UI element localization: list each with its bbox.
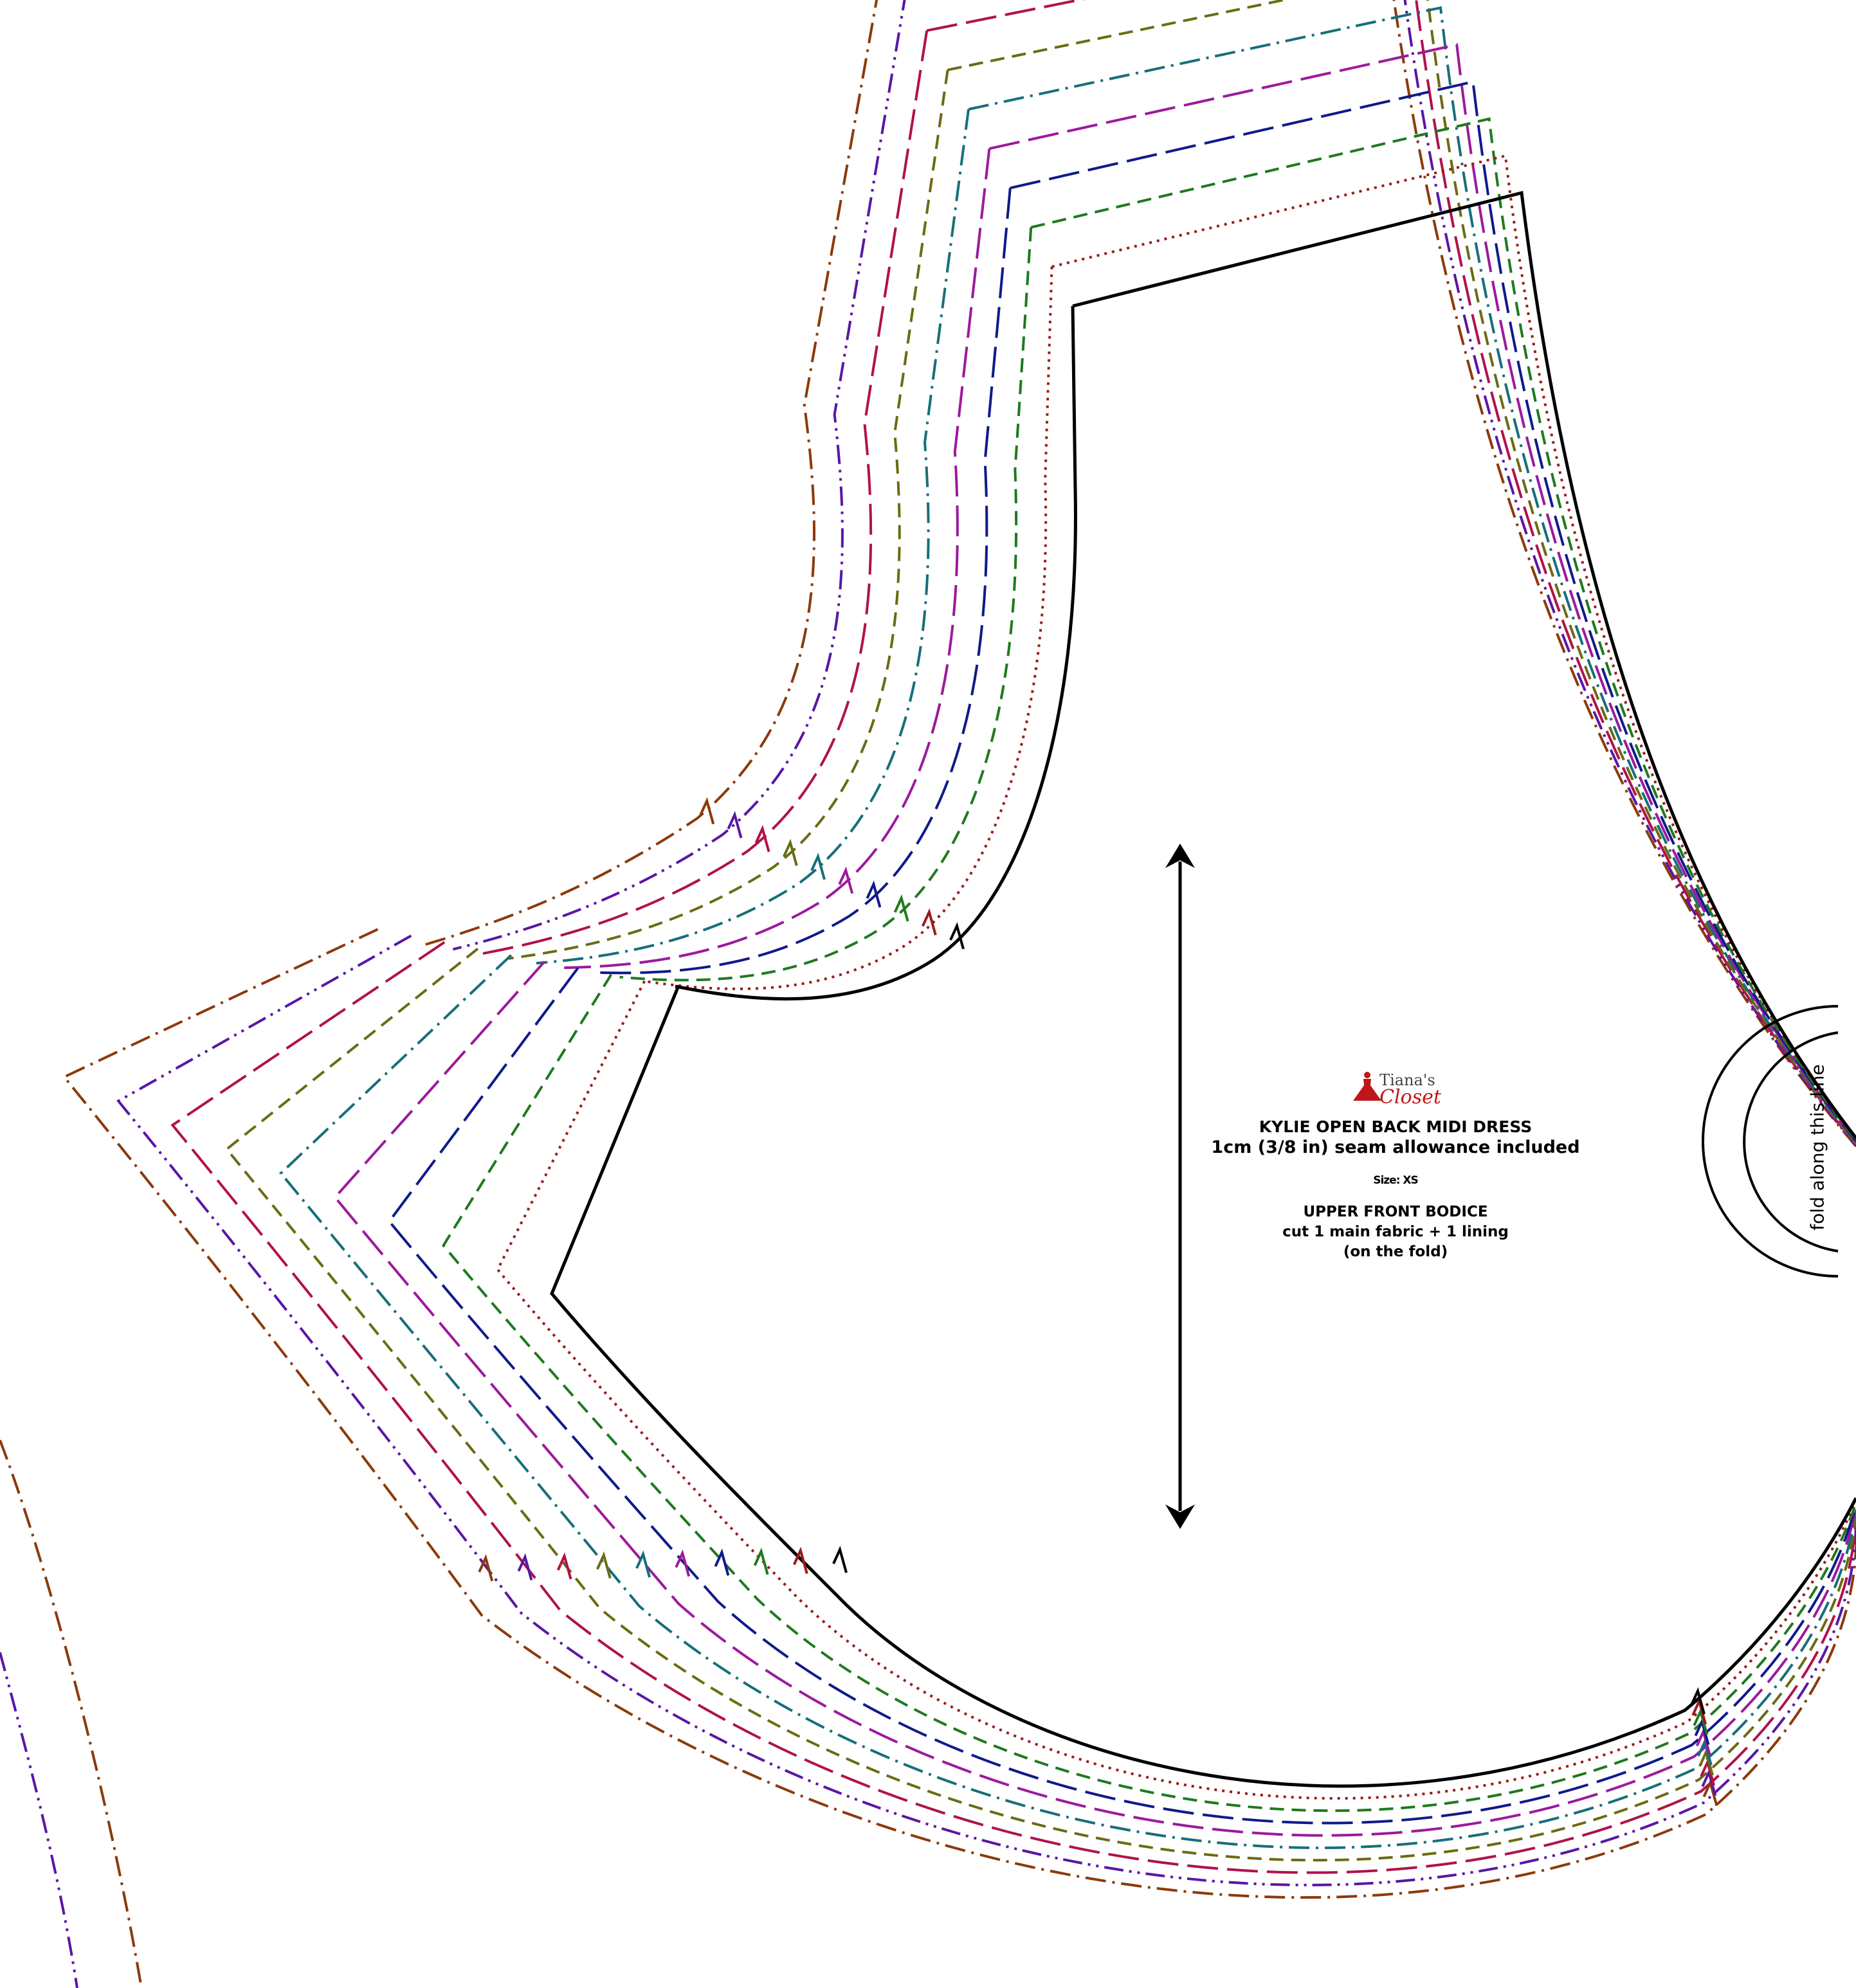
notch-4-0 — [838, 866, 854, 894]
strap-line-1 — [0, 1652, 78, 1988]
notch-5-1 — [635, 1550, 651, 1578]
notch-2-0 — [893, 894, 909, 922]
size-outline-6-part-0 — [947, 0, 1856, 1144]
size-outline-1-part-1 — [647, 266, 1053, 991]
size-outline-8-part-0 — [1403, 0, 1856, 1146]
brand-logo: Tiana's Closet — [1170, 1067, 1621, 1112]
seam-allowance-note: 1cm (3/8 in) seam allowance included — [1211, 1137, 1580, 1157]
notch-0-1 — [832, 1546, 848, 1573]
notch-marks — [478, 797, 1718, 1807]
notch-9-0 — [699, 797, 715, 825]
size-outline-4-part-2 — [333, 961, 1856, 1837]
grainline-arrow — [1165, 844, 1195, 1529]
notch-9-1 — [478, 1554, 494, 1582]
notch-1-1 — [792, 1546, 808, 1574]
notch-2-1 — [753, 1548, 769, 1575]
fold-indicator — [1702, 1005, 1839, 1278]
size-outline-7-part-0 — [926, 0, 1856, 1146]
notch-6-2 — [1698, 1748, 1714, 1776]
notch-3-1 — [714, 1548, 730, 1576]
size-outline-5-part-0 — [968, 6, 1856, 1144]
cut-instruction: cut 1 main fabric + 1 lining — [1282, 1224, 1509, 1241]
size-outline-0-part-2 — [550, 987, 1856, 1788]
notch-6-1 — [596, 1551, 612, 1579]
size-outline-3-part-0 — [1010, 80, 1856, 1142]
size-label: Size: XS — [1373, 1174, 1419, 1187]
size-outline-8-part-2 — [116, 934, 1856, 1886]
size-outline-2-part-0 — [1030, 117, 1856, 1141]
size-outline-7-part-2 — [170, 941, 1856, 1874]
notch-5-2 — [1697, 1738, 1713, 1766]
size-outline-2-part-1 — [619, 227, 1033, 982]
notch-7-0 — [754, 824, 770, 853]
logo-bottom-text: Closet — [1379, 1086, 1441, 1108]
fold-note: (on the fold) — [1343, 1243, 1448, 1261]
size-outline-2-part-2 — [442, 973, 1856, 1812]
size-outline-6-part-2 — [224, 947, 1856, 1862]
notch-8-2 — [1701, 1768, 1717, 1796]
size-outline-5-part-1 — [536, 109, 970, 964]
notch-7-2 — [1700, 1758, 1716, 1786]
size-outline-7-part-1 — [480, 30, 929, 955]
notch-2-2 — [1693, 1707, 1709, 1735]
notch-0-0 — [949, 922, 965, 950]
size-outline-3-part-1 — [592, 188, 1012, 975]
size-outline-9-part-2 — [62, 928, 1856, 1899]
notch-3-2 — [1694, 1717, 1710, 1746]
size-outline-9-part-0 — [1392, 0, 1856, 1148]
grainline-arrowhead-bottom — [1165, 1505, 1195, 1529]
logo-text: Tiana's Closet — [1379, 1072, 1441, 1107]
notch-7-1 — [556, 1552, 572, 1580]
notch-3-0 — [866, 880, 882, 908]
size-outline-9-part-1 — [424, 0, 878, 946]
pattern-info-block: Tiana's Closet KYLIE OPEN BACK MIDI DRES… — [1170, 1067, 1621, 1262]
size-outline-1-part-2 — [496, 980, 1856, 1800]
size-outline-6-part-1 — [508, 69, 949, 960]
notch-6-0 — [782, 838, 798, 866]
notch-8-1 — [517, 1553, 533, 1581]
notch-1-2 — [1691, 1697, 1707, 1725]
size-outline-8-part-1 — [452, 0, 906, 951]
notch-0-2 — [1690, 1687, 1706, 1715]
dress-logo-icon — [1353, 1072, 1381, 1101]
notch-1-0 — [921, 908, 937, 935]
size-outline-3-part-2 — [387, 967, 1856, 1825]
size-outline-4-part-0 — [988, 43, 1856, 1143]
notch-5-0 — [810, 853, 826, 880]
notch-4-2 — [1695, 1728, 1711, 1755]
size-outline-0-part-1 — [675, 305, 1077, 1001]
notch-9-2 — [1702, 1778, 1718, 1807]
logo-top-text: Tiana's — [1379, 1071, 1435, 1089]
size-outline-0-part-0 — [1072, 190, 1856, 1139]
piece-name: UPPER FRONT BODICE — [1303, 1204, 1488, 1220]
grainline-arrowhead-top — [1165, 844, 1195, 868]
piece-instructions: UPPER FRONT BODICE cut 1 main fabric + 1… — [1170, 1202, 1621, 1262]
size-outline-5-part-2 — [279, 954, 1856, 1849]
fold-line-label: fold along this line — [1806, 1064, 1828, 1231]
notch-8-0 — [727, 811, 743, 838]
strap-line-0 — [0, 1440, 143, 1988]
size-outline-4-part-1 — [564, 148, 991, 970]
notch-4-1 — [675, 1549, 691, 1577]
pattern-title: KYLIE OPEN BACK MIDI DRESS — [1259, 1117, 1533, 1136]
